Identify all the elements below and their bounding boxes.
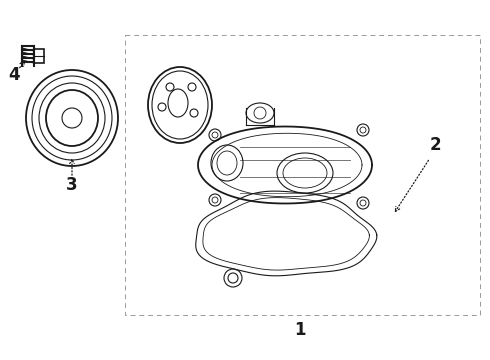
Text: 1: 1 [294,321,306,339]
Text: 4: 4 [8,66,20,84]
Text: 3: 3 [66,176,78,194]
Text: 2: 2 [429,136,441,154]
Bar [34,49,44,63]
Bar [125,35,480,315]
